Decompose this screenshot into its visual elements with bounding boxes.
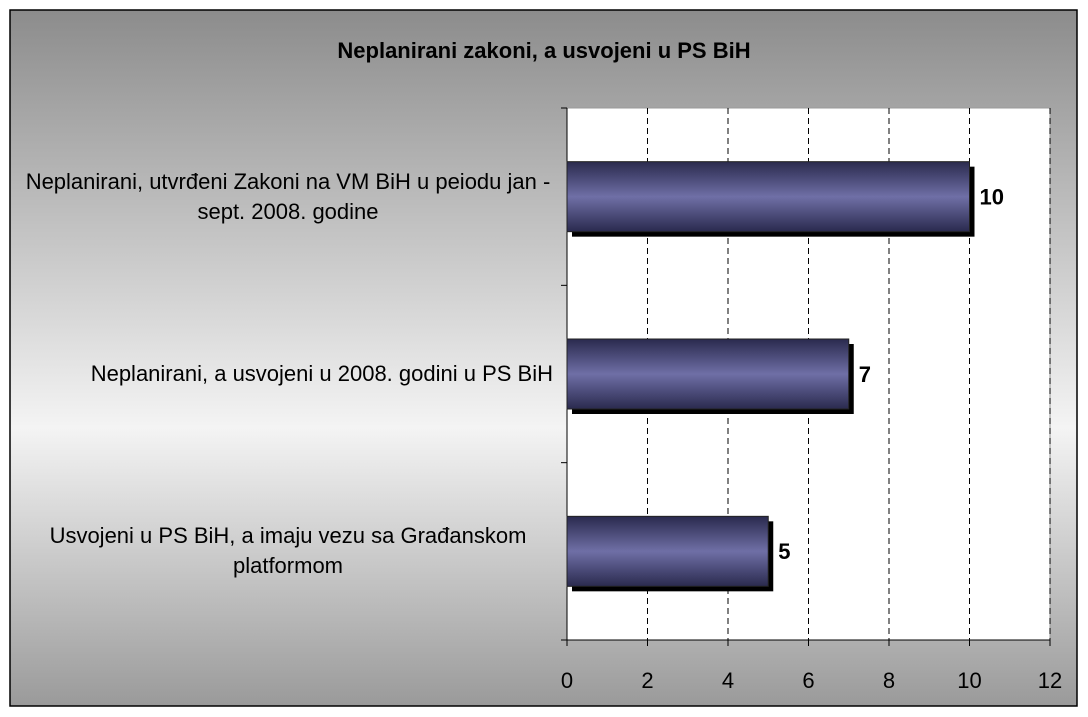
x-tick-label: 8 — [883, 668, 895, 693]
x-tick-label: 0 — [561, 668, 573, 693]
y-tick-label: Usvojeni u PS BiH, a imaju vezu sa Građa… — [49, 523, 527, 579]
x-tick-label: 2 — [641, 668, 653, 693]
bar — [566, 515, 769, 587]
x-tick-label: 6 — [802, 668, 814, 693]
x-tick-label: 12 — [1038, 668, 1062, 693]
value-label: 5 — [778, 539, 790, 564]
x-tick-label: 4 — [722, 668, 734, 693]
bar — [566, 161, 970, 233]
chart-title: Neplanirani zakoni, a usvojeni u PS BiH — [337, 38, 750, 63]
value-label: 10 — [980, 184, 1004, 209]
y-tick-label: Neplanirani, a usvojeni u 2008. godini u… — [90, 361, 553, 386]
value-label: 7 — [859, 362, 871, 387]
y-tick-label: Neplanirani, utvrđeni Zakoni na VM BiH u… — [25, 168, 551, 224]
x-tick-label: 10 — [957, 668, 981, 693]
bar — [566, 338, 850, 410]
